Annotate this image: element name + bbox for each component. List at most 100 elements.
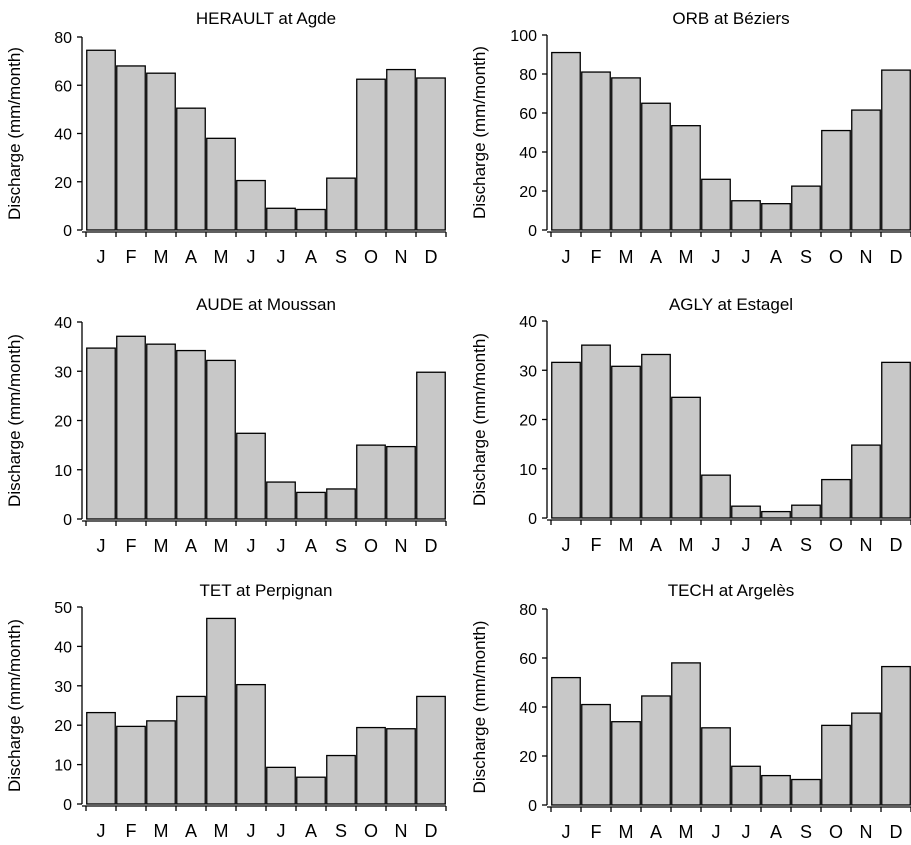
chart-title: AUDE at Moussan <box>196 295 336 314</box>
y-tick-label: 40 <box>519 700 537 717</box>
y-tick-label: 0 <box>528 223 537 240</box>
x-tick-label: F <box>591 822 602 842</box>
x-tick-label: J <box>247 536 256 556</box>
bar-N-11 <box>851 444 881 519</box>
bar-J-7 <box>731 200 761 231</box>
bar-M-3 <box>146 720 176 805</box>
y-tick-label: 40 <box>54 127 72 144</box>
y-tick-label: 30 <box>519 363 537 380</box>
bar-O-10 <box>821 129 851 231</box>
bar-A-4 <box>176 349 206 520</box>
y-tick-label: 0 <box>528 798 537 815</box>
y-tick-label: 10 <box>519 462 537 479</box>
y-tick-label: 80 <box>519 67 537 84</box>
bar-J-7 <box>731 505 761 519</box>
x-tick-label: F <box>591 247 602 267</box>
x-tick-label: J <box>742 247 751 267</box>
bar-F-2 <box>116 65 146 231</box>
bar-S-9 <box>791 185 821 231</box>
x-tick-label: O <box>829 247 843 267</box>
x-tick-label: J <box>712 822 721 842</box>
x-tick-label: A <box>185 247 197 267</box>
x-tick-label: M <box>679 822 694 842</box>
bar-J-6 <box>701 727 731 806</box>
x-tick-label: M <box>214 536 229 556</box>
bar-F-2 <box>581 703 611 806</box>
bar-A-8 <box>296 208 326 231</box>
bar-M-3 <box>611 365 641 519</box>
x-tick-label: S <box>800 535 812 555</box>
y-axis-label: Discharge (mm/month) <box>5 47 24 220</box>
bar-M-5 <box>206 137 236 231</box>
bar-D-12 <box>881 665 911 806</box>
x-tick-label: O <box>829 535 843 555</box>
chart-title: TECH at Argelès <box>668 581 795 600</box>
y-axis-label: Discharge (mm/month) <box>470 46 489 219</box>
bar-F-2 <box>581 71 611 231</box>
y-tick-label: 60 <box>54 78 72 95</box>
x-tick-label: S <box>800 247 812 267</box>
x-tick-label: F <box>126 247 137 267</box>
bar-F-2 <box>581 344 611 519</box>
bar-D-12 <box>416 371 446 520</box>
bar-A-8 <box>761 774 791 806</box>
chart-panel-5: TET at Perpignan Discharge (mm/month) 0 10 2… <box>5 581 447 841</box>
x-tick-label: D <box>890 247 903 267</box>
chart-panel-3: AUDE at Moussan Discharge (mm/month) 0 10 20… <box>5 295 447 556</box>
x-tick-label: J <box>562 822 571 842</box>
bar-M-5 <box>206 617 236 805</box>
bar-A-4 <box>176 107 206 231</box>
x-tick-label: A <box>305 821 317 841</box>
x-tick-label: J <box>742 822 751 842</box>
bar-M-5 <box>206 359 236 520</box>
bar-M-5 <box>671 125 701 231</box>
x-tick-label: N <box>860 535 873 555</box>
bar-D-12 <box>881 361 911 519</box>
y-axis-label: Discharge (mm/month) <box>5 619 24 792</box>
bar-A-4 <box>641 695 671 806</box>
bar-O-10 <box>821 478 851 519</box>
x-tick-label: A <box>650 822 662 842</box>
chart-panel-1: HERAULT at Agde Discharge (mm/month) 0 20 40… <box>5 9 447 267</box>
bar-J-6 <box>701 178 731 231</box>
bar-N-11 <box>386 728 416 805</box>
chart-title: AGLY at Estagel <box>669 295 793 314</box>
x-tick-label: S <box>335 247 347 267</box>
chart-panel-6: TECH at Argelès Discharge (mm/month) 0 20 40… <box>470 581 911 842</box>
bar-J-6 <box>236 683 266 805</box>
y-tick-label: 30 <box>54 364 72 381</box>
bar-S-9 <box>326 754 356 805</box>
bar-D-12 <box>416 77 446 231</box>
bar-M-3 <box>146 343 176 520</box>
y-tick-label: 30 <box>54 679 72 696</box>
chart-panel-4: AGLY at Estagel Discharge (mm/month) 0 10 20… <box>470 295 911 555</box>
bar-J-6 <box>236 432 266 520</box>
bar-M-3 <box>146 72 176 231</box>
bar-S-9 <box>326 488 356 520</box>
bar-M-5 <box>671 662 701 806</box>
bar-N-11 <box>851 712 881 806</box>
x-tick-label: A <box>650 535 662 555</box>
x-tick-label: D <box>890 535 903 555</box>
x-tick-label: O <box>829 822 843 842</box>
y-tick-label: 20 <box>54 718 72 735</box>
bar-J-1 <box>551 676 581 806</box>
bar-M-3 <box>611 77 641 231</box>
y-tick-label: 40 <box>54 315 72 332</box>
bar-J-1 <box>551 51 581 231</box>
y-tick-label: 60 <box>519 106 537 123</box>
x-tick-label: A <box>770 535 782 555</box>
y-tick-label: 10 <box>54 463 72 480</box>
bar-M-3 <box>611 721 641 806</box>
y-tick-label: 80 <box>519 602 537 619</box>
bar-A-8 <box>296 491 326 520</box>
x-tick-label: N <box>395 536 408 556</box>
chart-title: TET at Perpignan <box>200 581 333 600</box>
bar-F-2 <box>116 335 146 520</box>
x-tick-label: J <box>562 535 571 555</box>
bar-N-11 <box>386 445 416 520</box>
bar-N-11 <box>851 109 881 231</box>
y-tick-label: 10 <box>54 758 72 775</box>
y-tick-label: 40 <box>519 145 537 162</box>
